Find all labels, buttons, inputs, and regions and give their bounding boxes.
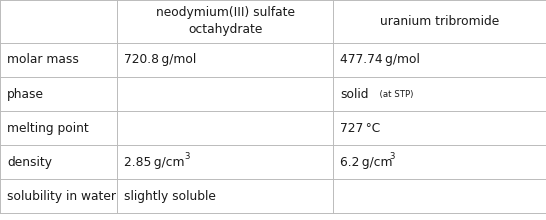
Text: 6.2 g/cm: 6.2 g/cm: [340, 156, 393, 169]
Text: 3: 3: [184, 152, 189, 161]
Text: molar mass: molar mass: [7, 53, 79, 66]
Text: melting point: melting point: [7, 122, 89, 135]
Text: 3: 3: [389, 152, 395, 161]
Text: (at STP): (at STP): [374, 90, 413, 99]
Text: density: density: [7, 156, 52, 169]
Text: 2.85 g/cm: 2.85 g/cm: [124, 156, 185, 169]
Text: solubility in water: solubility in water: [7, 190, 116, 203]
Text: 477.74 g/mol: 477.74 g/mol: [340, 53, 420, 66]
Text: phase: phase: [7, 88, 44, 101]
Text: slightly soluble: slightly soluble: [124, 190, 216, 203]
Text: solid: solid: [340, 88, 369, 101]
Text: uranium tribromide: uranium tribromide: [380, 15, 499, 28]
Text: neodymium(III) sulfate
octahydrate: neodymium(III) sulfate octahydrate: [156, 6, 295, 37]
Text: 727 °C: 727 °C: [340, 122, 381, 135]
Text: 720.8 g/mol: 720.8 g/mol: [124, 53, 197, 66]
